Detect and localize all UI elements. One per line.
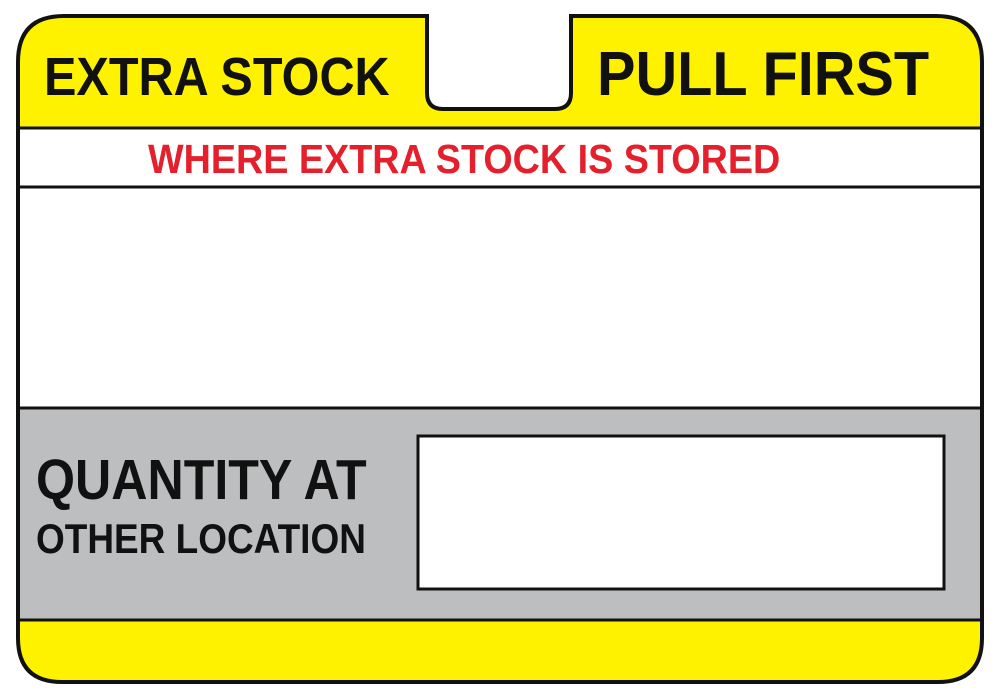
- subtitle-where-stored: WHERE EXTRA STOCK IS STORED: [148, 136, 781, 182]
- storage-location-area: [20, 189, 980, 406]
- card-outline: [16, 14, 984, 684]
- quantity-label-line2: OTHER LOCATION: [36, 515, 366, 562]
- quantity-box: [416, 434, 946, 591]
- footer-yellow-band: [18, 620, 982, 682]
- header-pull-first: PULL FIRST: [597, 40, 930, 109]
- header-extra-stock: EXTRA STOCK: [44, 47, 390, 107]
- quantity-label-line1: QUANTITY AT: [36, 448, 367, 512]
